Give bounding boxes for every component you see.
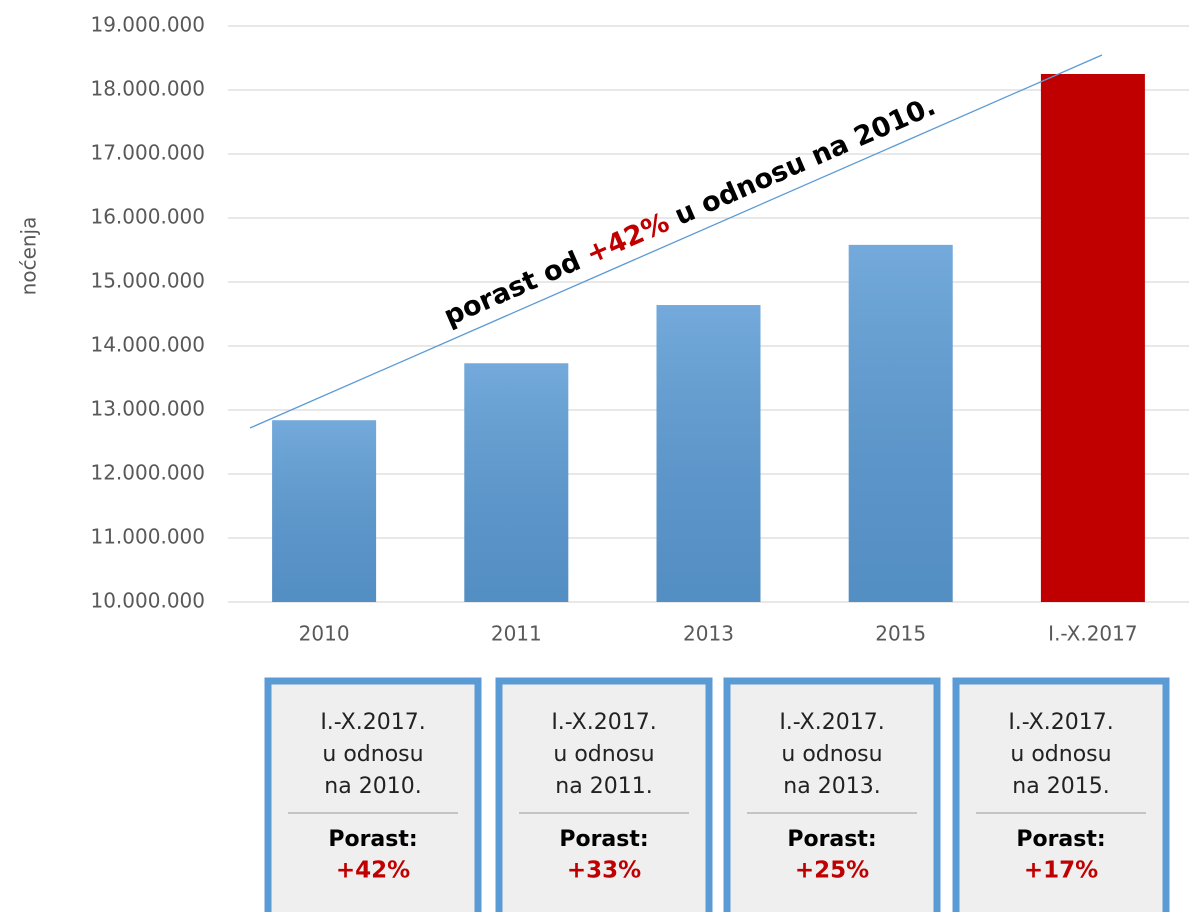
bar (1040, 74, 1145, 602)
bar-shade (272, 420, 377, 602)
annotation-text: u odnosu na 2010. (661, 90, 940, 235)
box-line: u odnosu (322, 742, 423, 767)
box (723, 677, 941, 912)
y-tick-label: 15.000.000 (90, 269, 205, 293)
bar-shade (464, 363, 569, 602)
box-line: I.-X.2017. (551, 710, 656, 735)
box-label: Porast: (787, 827, 876, 852)
box-line: na 2011. (555, 774, 652, 799)
y-tick-label: 13.000.000 (90, 397, 205, 421)
bar-shade (656, 305, 761, 602)
y-tick-label: 12.000.000 (90, 461, 205, 485)
annotation-text: porast od (439, 241, 594, 331)
box-label: Porast: (1016, 827, 1105, 852)
box-line: na 2013. (783, 774, 880, 799)
box-line: na 2010. (324, 774, 421, 799)
bar-shade (848, 244, 953, 602)
x-tick-label: 2015 (875, 622, 926, 646)
y-tick-label: 19.000.000 (90, 13, 205, 37)
box-value: +33% (567, 858, 641, 884)
grid: 10.000.000 11.000.000 12.000.000 13.000.000… (90, 13, 1189, 613)
y-tick-label: 14.000.000 (90, 333, 205, 357)
box-line: u odnosu (781, 742, 882, 767)
y-tick-label: 10.000.000 (90, 589, 205, 613)
y-tick-label: 18.000.000 (90, 77, 205, 101)
y-tick-label: 16.000.000 (90, 205, 205, 229)
boxes: I.-X.2017. u odnosu na 2010. Porast: +42% I.-… (264, 677, 1170, 912)
box-label: Porast: (559, 827, 648, 852)
box-label: Porast: (328, 827, 417, 852)
box (952, 677, 1170, 912)
box-line: u odnosu (553, 742, 654, 767)
box-line: u odnosu (1010, 742, 1111, 767)
box-value: +42% (336, 858, 410, 884)
x-tick-label: 2011 (491, 622, 542, 646)
trend-line (249, 54, 1103, 429)
box-value: +25% (795, 858, 869, 884)
annotation-highlight: +42% (581, 207, 673, 270)
y-tick-label: 11.000.000 (90, 525, 205, 549)
box-line: I.-X.2017. (1008, 710, 1113, 735)
x-tick-label: 2010 (299, 622, 350, 646)
y-tick-label: 17.000.000 (90, 141, 205, 165)
box-line: I.-X.2017. (320, 710, 425, 735)
box-line: I.-X.2017. (779, 710, 884, 735)
box-line: na 2015. (1012, 774, 1109, 799)
bars: 2010 2011 2013 2015 I.-X.2017 (272, 74, 1145, 646)
y-axis-label: noćenja (17, 217, 41, 296)
x-tick-label: 2013 (683, 622, 734, 646)
box (495, 677, 713, 912)
box-value: +17% (1024, 858, 1098, 884)
box (264, 677, 482, 912)
x-tick-label: I.-X.2017 (1048, 622, 1137, 646)
